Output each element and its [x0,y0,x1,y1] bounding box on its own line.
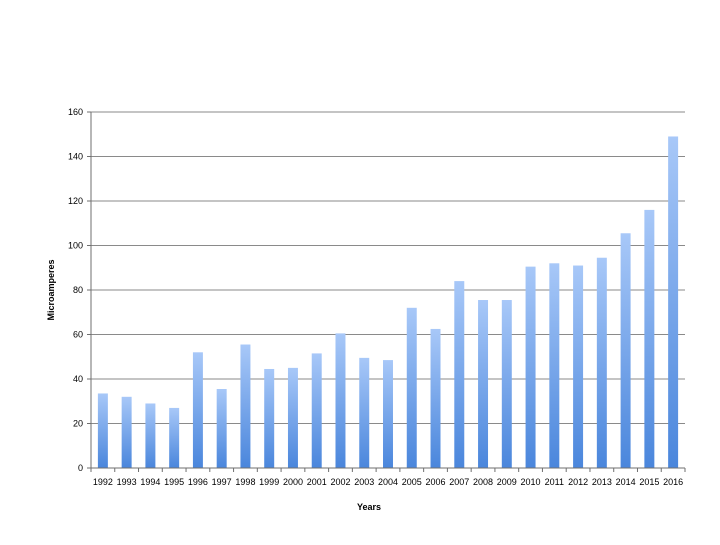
bars [97,136,679,468]
bar-1999 [264,368,275,468]
x-tick-label: 2001 [307,477,327,487]
bar-2014 [620,233,631,468]
bar-2010 [525,266,536,468]
x-tick-label: 2002 [330,477,350,487]
bar-2011 [549,263,560,468]
x-tick-label: 2003 [354,477,374,487]
y-tick-label: 60 [73,330,83,340]
x-tick-label: 1995 [164,477,184,487]
bar-2003 [359,357,370,468]
x-tick-label: 1996 [188,477,208,487]
y-tick-label: 160 [68,107,83,117]
x-tick-label: 1999 [259,477,279,487]
x-tick-label: 2014 [616,477,636,487]
bar-2006 [430,328,441,468]
y-tick-label: 20 [73,419,83,429]
bar-2013 [596,257,607,468]
x-tick-label: 2008 [473,477,493,487]
bar-1994 [145,403,156,468]
bar-2000 [287,367,298,468]
x-tick-label: 2009 [497,477,517,487]
bar-1996 [192,352,203,468]
bar-2007 [454,281,465,468]
x-tick-label: 2007 [449,477,469,487]
x-tick-label: 1994 [140,477,160,487]
x-tick-label: 2010 [521,477,541,487]
x-tick-labels: 1992 1993 1994 1995 1996 1997 1998 1999 2000 2001… [90,468,686,487]
x-tick-label: 2015 [639,477,659,487]
x-tick-label: 2000 [283,477,303,487]
x-tick-label: 2011 [545,477,564,487]
y-tick-label: 120 [68,196,83,206]
bar-2012 [573,265,584,468]
x-tick-label: 1993 [117,477,137,487]
gridlines [91,111,685,424]
x-tick-label: 1998 [235,477,255,487]
bar-1992 [97,393,108,468]
bar-2001 [311,353,322,468]
x-tick-label: 2004 [378,477,398,487]
x-tick-label: 2012 [568,477,588,487]
y-tick-label: 40 [73,374,83,384]
bar-2008 [478,300,489,468]
x-tick-label: 2006 [426,477,446,487]
x-tick-label: 2005 [402,477,422,487]
y-tick-labels: 0 20 40 60 80 100 120 140 160 [68,107,91,473]
y-tick-label: 0 [78,463,83,473]
x-axis-title: Years [357,502,381,512]
y-tick-label: 140 [68,152,83,162]
y-tick-label: 100 [68,241,83,251]
bar-2015 [644,209,655,468]
y-axis-title: Microamperes [46,259,56,320]
y-tick-label: 80 [73,285,83,295]
bar-2016 [668,136,679,468]
bar-2009 [501,300,512,468]
x-tick-label: 1992 [93,477,113,487]
x-tick-label: 2013 [592,477,612,487]
x-tick-label: 1997 [212,477,232,487]
bar-1995 [169,407,180,468]
bar-1997 [216,389,227,468]
bar-1998 [240,344,251,468]
x-tick-label: 2016 [663,477,683,487]
bar-1993 [121,396,132,468]
bar-2002 [335,333,346,468]
bar-2004 [383,360,393,468]
bar-2005 [406,307,417,468]
